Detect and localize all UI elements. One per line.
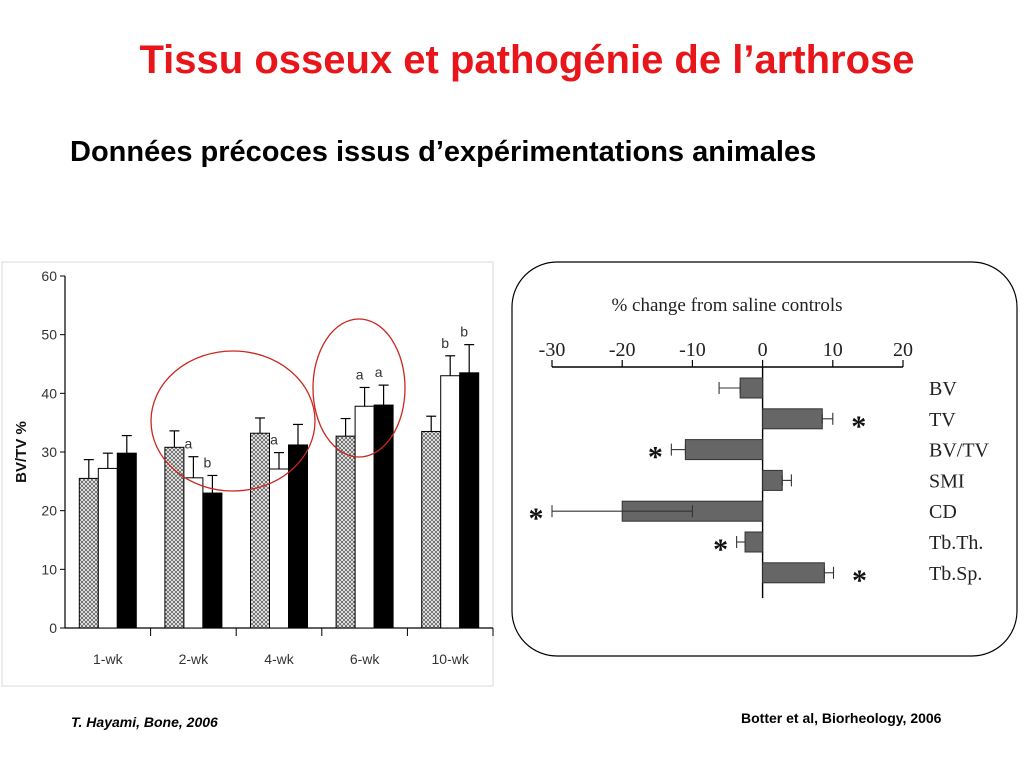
x-tick-label: 10-wk — [432, 651, 470, 667]
citation-left: T. Hayami, Bone, 2006 — [71, 714, 218, 730]
significance-letter: b — [204, 454, 212, 470]
significance-asterisk: * — [851, 410, 866, 443]
significance-letter: b — [441, 335, 449, 351]
significance-letter: a — [185, 436, 193, 452]
left-chart-highlights — [150, 318, 406, 492]
y-tick-label: 40 — [41, 385, 57, 401]
x-tick-label: 20 — [893, 339, 913, 361]
category-label: Tb.Th. — [929, 532, 983, 554]
category-label: TV — [929, 409, 956, 431]
significance-asterisk: * — [648, 441, 663, 474]
left-chart-axes: 0 10 20 30 40 50 60 BV/TV % 1-wk 2-wk 4-wk 6-wk 10-w… — [13, 268, 494, 667]
y-tick-label: 30 — [41, 444, 57, 460]
x-tick-label: 6-wk — [350, 651, 381, 667]
category-label: CD — [929, 501, 957, 523]
category-label: BV — [929, 378, 957, 400]
x-tick-label: -20 — [609, 339, 636, 361]
y-tick-label: 50 — [41, 327, 57, 343]
right-chart-axes: -30 -20 -10 0 10 20 BV TV BV/TV SMI CD Tb.Th. Tb.Sp. — [539, 339, 990, 598]
x-tick-label: 4-wk — [264, 651, 295, 667]
significance-letter: a — [356, 366, 364, 382]
x-tick-label: -30 — [539, 339, 566, 361]
y-tick-label: 10 — [41, 561, 57, 577]
bar — [739, 377, 764, 399]
right-chart-bars: * * * * * — [529, 377, 867, 597]
x-tick-label: 1-wk — [93, 651, 124, 667]
significance-asterisk: * — [713, 533, 728, 566]
bar — [684, 439, 764, 461]
slide-title: Tissu osseux et pathogénie de l’arthrose — [139, 38, 915, 82]
bar — [762, 469, 783, 491]
significance-asterisk: * — [852, 564, 867, 597]
x-tick-label: -10 — [679, 339, 706, 361]
y-tick-label: 20 — [41, 503, 57, 519]
significance-asterisk: * — [529, 502, 544, 535]
x-tick-label: 2-wk — [179, 651, 210, 667]
y-axis-label: BV/TV % — [13, 421, 30, 483]
highlight-circle-2wk-4wk — [150, 350, 316, 492]
significance-letter: a — [270, 432, 278, 448]
bar — [762, 562, 825, 584]
y-tick-label: 0 — [49, 620, 57, 636]
highlight-circle-6wk — [312, 318, 406, 458]
x-tick-label: 0 — [758, 339, 768, 361]
category-label: SMI — [929, 470, 965, 492]
category-label: Tb.Sp. — [929, 563, 982, 585]
citation-right: Botter et al, Biorheology, 2006 — [741, 710, 942, 726]
slide-subtitle: Données précoces issus d’expérimentation… — [70, 136, 817, 168]
significance-letter: b — [460, 324, 468, 340]
right-chart-title: % change from saline controls — [611, 295, 842, 316]
y-tick-label: 60 — [41, 268, 57, 284]
chart-frame-rounded — [511, 261, 1018, 657]
bar — [762, 408, 823, 430]
significance-letter: a — [375, 364, 383, 380]
bar — [744, 531, 764, 553]
x-tick-label: 10 — [823, 339, 843, 361]
category-label: BV/TV — [929, 440, 990, 462]
